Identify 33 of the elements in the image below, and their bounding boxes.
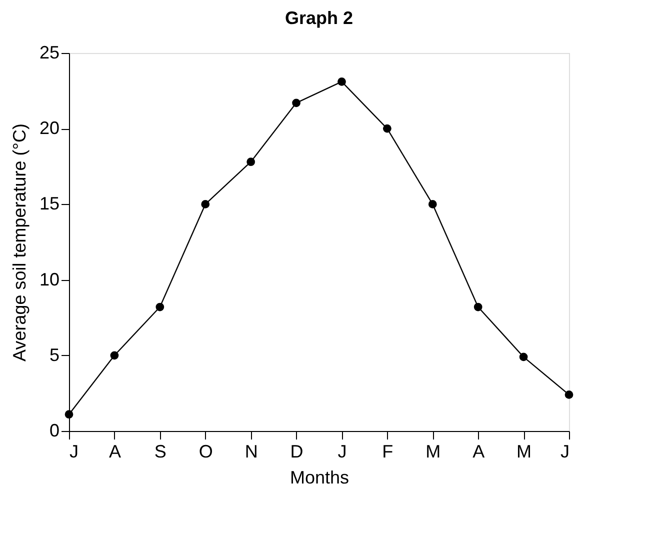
x-tick-label: N <box>244 442 258 462</box>
x-tick-label: D <box>290 442 304 462</box>
x-tick-label: M <box>516 442 532 462</box>
point <box>64 410 74 419</box>
x-tick-label: O <box>198 442 213 462</box>
y-tick-label: 25 <box>39 42 60 62</box>
y-axis-title: Average soil temperature (°C) <box>9 124 30 362</box>
y-tick-label: 0 <box>49 420 60 440</box>
x-tick-label: J <box>560 442 570 462</box>
x-tick-label: M <box>426 442 441 462</box>
point <box>201 200 210 208</box>
y-tick-label: 10 <box>39 269 60 290</box>
point <box>110 351 119 360</box>
point <box>474 302 482 312</box>
point <box>428 200 437 208</box>
chart-title: Graph 2 <box>284 8 354 28</box>
point <box>383 124 392 133</box>
x-tick-label: A <box>108 442 121 462</box>
x-tick-label: J <box>70 442 78 462</box>
x-axis-title: Months <box>290 468 350 488</box>
point <box>246 158 255 166</box>
x-tick-label: F <box>382 442 394 462</box>
x-tick-label: A <box>472 442 485 462</box>
point <box>338 78 346 86</box>
y-tick-label: 15 <box>39 194 60 214</box>
point <box>519 352 528 362</box>
x-tick-label: S <box>154 442 166 462</box>
point <box>292 98 300 108</box>
y-tick-label: 20 <box>39 118 60 138</box>
point <box>564 390 574 399</box>
y-tick-label: 5 <box>49 344 60 365</box>
x-tick-label: J <box>338 442 347 462</box>
point <box>156 302 164 312</box>
